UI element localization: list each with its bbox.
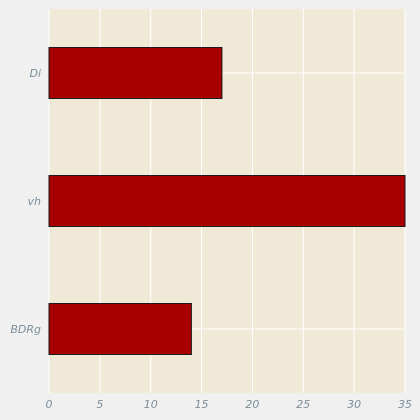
x-tick-label: 15: [195, 398, 209, 411]
y-tick-labels: Di vh BDRg: [10, 67, 41, 336]
bar-di: [48, 47, 223, 99]
x-tick-label: 10: [144, 398, 158, 411]
bar-bdrg: [48, 303, 192, 355]
x-tick-label: 20: [245, 398, 259, 411]
x-tick-label: 30: [347, 398, 361, 411]
y-tick-label: BDRg: [10, 323, 41, 336]
y-tick-label: vh: [28, 195, 42, 208]
x-tick-label: 0: [46, 398, 53, 411]
bars: [48, 47, 406, 355]
bar-vh: [48, 175, 406, 227]
x-tick-label: 25: [296, 398, 310, 411]
x-tick-label: 35: [398, 398, 412, 411]
x-tick-labels: 0 5 10 15 20 25 30 35: [46, 398, 413, 411]
x-tick-label: 5: [96, 398, 103, 411]
y-tick-label: Di: [29, 67, 41, 80]
